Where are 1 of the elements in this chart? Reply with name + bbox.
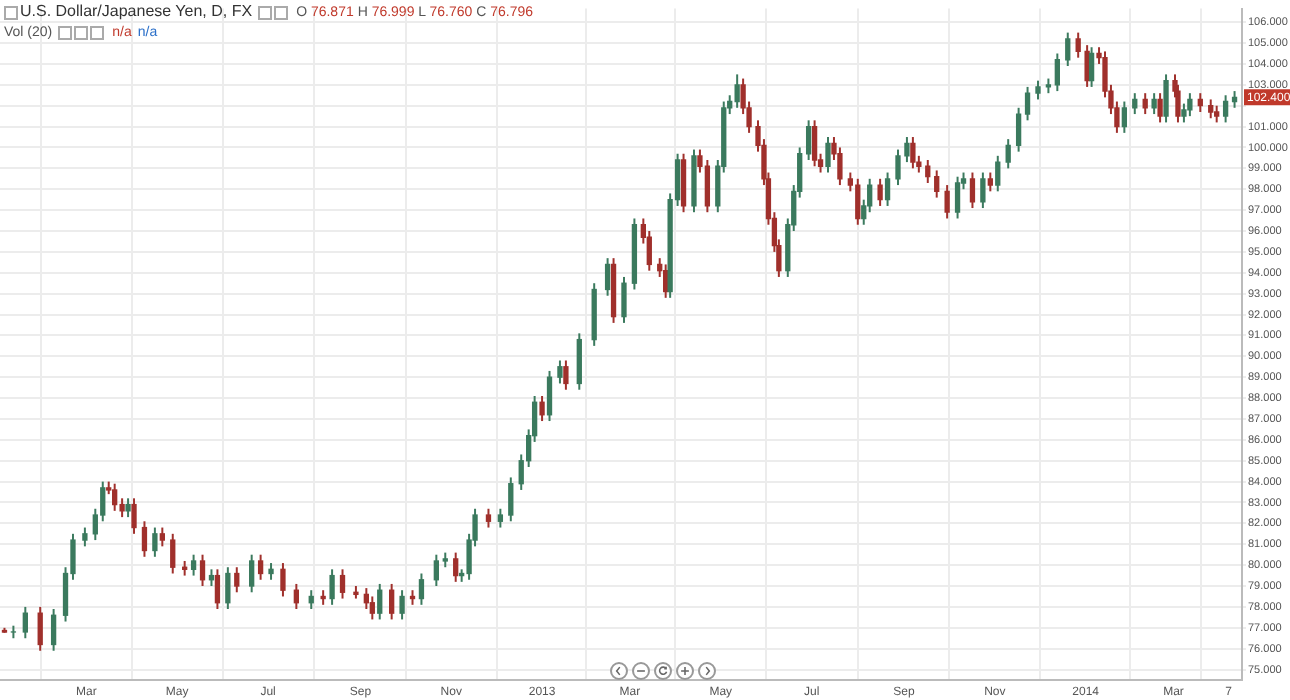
chart-title: U.S. Dollar/Japanese Yen, D, FX xyxy=(20,2,253,20)
